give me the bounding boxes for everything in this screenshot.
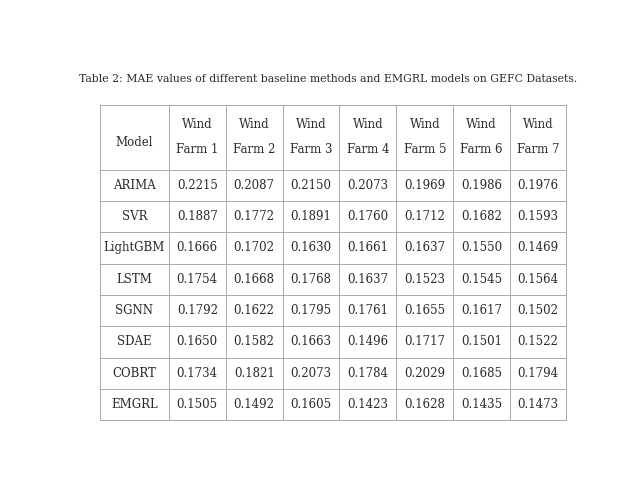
Text: 0.1637: 0.1637 (404, 242, 445, 254)
Text: 0.1712: 0.1712 (404, 210, 445, 223)
Text: 0.2150: 0.2150 (291, 179, 332, 192)
Text: Wind: Wind (410, 118, 440, 131)
Text: 0.1496: 0.1496 (348, 336, 388, 349)
Text: ARIMA: ARIMA (113, 179, 156, 192)
Text: Wind: Wind (182, 118, 212, 131)
Text: Wind: Wind (467, 118, 497, 131)
Text: 0.1717: 0.1717 (404, 336, 445, 349)
Text: 0.1637: 0.1637 (348, 273, 388, 286)
Text: 0.1605: 0.1605 (291, 398, 332, 411)
Text: Wind: Wind (239, 118, 269, 131)
Text: 0.1668: 0.1668 (234, 273, 275, 286)
Text: 0.1772: 0.1772 (234, 210, 275, 223)
Text: Table 2: MAE values of different baseline methods and EMGRL models on GEFC Datas: Table 2: MAE values of different baselin… (79, 74, 577, 84)
Text: 0.2073: 0.2073 (348, 179, 388, 192)
Text: 0.1663: 0.1663 (291, 336, 332, 349)
Text: 0.1582: 0.1582 (234, 336, 275, 349)
Text: Wind: Wind (523, 118, 554, 131)
Text: 0.1887: 0.1887 (177, 210, 218, 223)
Text: 0.1794: 0.1794 (518, 367, 559, 380)
Text: 0.1685: 0.1685 (461, 367, 502, 380)
Text: 0.1682: 0.1682 (461, 210, 502, 223)
Text: 0.1702: 0.1702 (234, 242, 275, 254)
Text: Farm 7: Farm 7 (517, 143, 559, 155)
Text: 0.1622: 0.1622 (234, 304, 275, 317)
Text: 0.1423: 0.1423 (348, 398, 388, 411)
Text: 0.1661: 0.1661 (348, 242, 388, 254)
Text: EMGRL: EMGRL (111, 398, 157, 411)
Text: 0.1628: 0.1628 (404, 398, 445, 411)
Text: 0.1505: 0.1505 (177, 398, 218, 411)
Text: 0.1523: 0.1523 (404, 273, 445, 286)
Text: 0.1760: 0.1760 (348, 210, 388, 223)
Text: Wind: Wind (353, 118, 383, 131)
Text: Wind: Wind (296, 118, 326, 131)
Text: 0.1795: 0.1795 (291, 304, 332, 317)
Text: 0.1502: 0.1502 (518, 304, 559, 317)
Text: 0.2215: 0.2215 (177, 179, 218, 192)
Text: 0.1891: 0.1891 (291, 210, 332, 223)
Text: Farm 6: Farm 6 (460, 143, 503, 155)
Text: 0.1550: 0.1550 (461, 242, 502, 254)
Text: 0.1435: 0.1435 (461, 398, 502, 411)
Text: 0.1761: 0.1761 (348, 304, 388, 317)
Text: 0.1666: 0.1666 (177, 242, 218, 254)
Text: 0.2087: 0.2087 (234, 179, 275, 192)
Text: 0.1969: 0.1969 (404, 179, 445, 192)
Text: Farm 3: Farm 3 (290, 143, 332, 155)
Text: 0.1768: 0.1768 (291, 273, 332, 286)
Text: 0.2073: 0.2073 (291, 367, 332, 380)
Text: Farm 5: Farm 5 (404, 143, 446, 155)
Text: 0.1754: 0.1754 (177, 273, 218, 286)
Text: LightGBM: LightGBM (104, 242, 165, 254)
Text: 0.1564: 0.1564 (518, 273, 559, 286)
Text: 0.2029: 0.2029 (404, 367, 445, 380)
Text: 0.1630: 0.1630 (291, 242, 332, 254)
Text: 0.1593: 0.1593 (518, 210, 559, 223)
Text: SDAE: SDAE (117, 336, 152, 349)
Text: 0.1469: 0.1469 (518, 242, 559, 254)
Text: 0.1734: 0.1734 (177, 367, 218, 380)
Text: 0.1655: 0.1655 (404, 304, 445, 317)
Text: 0.1650: 0.1650 (177, 336, 218, 349)
Text: SVR: SVR (122, 210, 147, 223)
Text: 0.1492: 0.1492 (234, 398, 275, 411)
Text: Farm 2: Farm 2 (233, 143, 275, 155)
Text: Farm 1: Farm 1 (176, 143, 218, 155)
Text: COBRT: COBRT (113, 367, 156, 380)
Text: LSTM: LSTM (116, 273, 152, 286)
Text: 0.1792: 0.1792 (177, 304, 218, 317)
Text: 0.1501: 0.1501 (461, 336, 502, 349)
Text: Farm 4: Farm 4 (347, 143, 389, 155)
Text: 0.1784: 0.1784 (348, 367, 388, 380)
Text: 0.1986: 0.1986 (461, 179, 502, 192)
Text: 0.1617: 0.1617 (461, 304, 502, 317)
Text: 0.1545: 0.1545 (461, 273, 502, 286)
Text: 0.1522: 0.1522 (518, 336, 559, 349)
Text: 0.1976: 0.1976 (518, 179, 559, 192)
Text: SGNN: SGNN (115, 304, 154, 317)
Text: Model: Model (116, 136, 153, 149)
Text: 0.1821: 0.1821 (234, 367, 275, 380)
Text: 0.1473: 0.1473 (518, 398, 559, 411)
